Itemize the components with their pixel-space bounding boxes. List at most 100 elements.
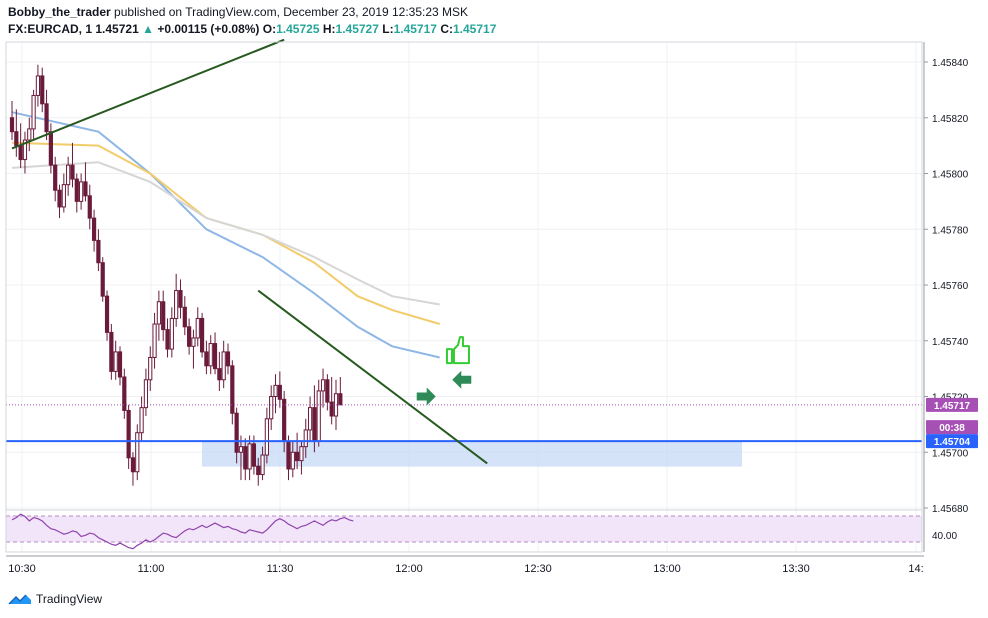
time-tick-label: 13:30: [782, 563, 810, 575]
candle-body: [161, 301, 166, 331]
candle-body: [143, 379, 149, 409]
trendline: [257, 289, 488, 465]
high-value: 1.45727: [335, 22, 379, 36]
moving-average-line: [11, 161, 440, 306]
candle-body: [165, 329, 170, 350]
chart-border: [5, 41, 923, 553]
candle-body: [130, 457, 136, 473]
candle-body: [187, 326, 192, 347]
price-label-box: [926, 397, 978, 412]
candle-body: [290, 451, 295, 470]
candle-body: [269, 396, 274, 420]
open-label: O:: [262, 22, 277, 36]
price-tick-label: 1.45760: [932, 281, 969, 292]
candle-body: [96, 239, 101, 264]
time-tick-label: 14:: [908, 563, 923, 575]
candle-body: [104, 295, 110, 333]
candle-body: [221, 351, 226, 381]
change-value: +0.00115 (+0.08%): [157, 22, 260, 36]
price-label-text: 1.45717: [934, 401, 971, 412]
candle-body: [320, 379, 326, 392]
candle-body: [53, 164, 58, 191]
author-name[interactable]: Bobby_the_trader: [8, 5, 111, 19]
support-zone: [202, 441, 742, 467]
brand-name[interactable]: TradingView: [36, 592, 103, 606]
candle-body: [217, 368, 222, 381]
candle-body: [230, 365, 235, 414]
candle-body: [126, 409, 131, 459]
candle-body: [70, 164, 75, 180]
candle-body: [91, 217, 97, 241]
candle-body: [251, 443, 257, 467]
candle-body: [109, 331, 114, 372]
price-tick-label: 1.45820: [932, 114, 969, 125]
arrow-right-icon: [416, 387, 436, 406]
candle-body: [122, 376, 127, 411]
price-tick-label: 1.45740: [932, 337, 969, 348]
candle-body: [234, 412, 239, 453]
candle-body: [57, 189, 62, 208]
rsi-level-label: 40.00: [932, 531, 957, 542]
candle-body: [264, 418, 269, 456]
moving-average-line: [11, 111, 440, 359]
candle-body: [247, 443, 252, 470]
last-price: 1.45721: [95, 22, 139, 36]
time-tick-label: 12:00: [395, 563, 423, 575]
publish-text: published on TradingView.com, December 2…: [114, 5, 469, 19]
candle-body: [225, 351, 231, 367]
price-label-text: 00:38: [939, 423, 965, 434]
candle-body: [256, 465, 261, 476]
tradingview-logo-icon: [8, 594, 31, 605]
high-label: H:: [322, 22, 336, 36]
candle-body: [178, 290, 183, 308]
price-tick-label: 1.45800: [932, 170, 969, 181]
candle-body: [117, 351, 123, 378]
chart-pane: [5, 41, 923, 511]
thumbs-up-icon: [445, 336, 470, 365]
symbol-info: FX:EURCAD, 1 1.45721 ▲ +0.00115 (+0.08%)…: [8, 22, 496, 36]
close-value: 1.45717: [452, 22, 497, 36]
candle-body: [9, 117, 15, 133]
candle-body: [204, 351, 209, 367]
candle-body: [208, 343, 213, 367]
price-tick-label: 1.45840: [932, 58, 969, 69]
candle-body: [22, 139, 28, 161]
candle-body: [260, 454, 265, 476]
time-tick-label: 12:30: [524, 563, 552, 575]
low-label: L:: [382, 22, 394, 36]
candle-body: [139, 407, 144, 434]
rsi-line: [11, 513, 354, 550]
candle-body: [156, 301, 161, 325]
open-value: 1.45725: [276, 22, 320, 36]
time-tick-label: 13:00: [653, 563, 681, 575]
change-arrow: ▲: [142, 22, 154, 36]
candle-body: [338, 393, 343, 406]
candle-body: [44, 103, 49, 133]
symbol-label: FX:EURCAD, 1: [8, 22, 93, 36]
candle-body: [312, 407, 317, 442]
candle-body: [35, 75, 41, 96]
candle-body: [169, 317, 174, 350]
candle-body: [329, 401, 334, 417]
candle-body: [243, 446, 248, 470]
low-value: 1.45717: [393, 22, 437, 36]
candle-body: [295, 451, 300, 462]
candle-body: [100, 262, 105, 297]
candle-body: [31, 94, 36, 130]
candle-body: [18, 145, 23, 161]
tradingview-footer: TradingView: [8, 592, 102, 606]
time-tick-label: 11:00: [138, 563, 165, 575]
candle-body: [316, 390, 321, 442]
candle-body: [74, 178, 79, 202]
candle-body: [152, 323, 157, 358]
price-chart[interactable]: 1.45840 1.45820 1.45800 1.45780 1.45760 1.457…: [0, 0, 988, 590]
candle-body: [238, 446, 244, 453]
candle-body: [299, 446, 304, 462]
price-label-box: [926, 434, 978, 449]
candle-body: [303, 429, 308, 448]
price-tick-label: 1.45680: [932, 504, 969, 515]
candle-body: [40, 75, 45, 105]
candle-body: [174, 290, 179, 319]
rsi-band: [6, 516, 922, 542]
candle-body: [191, 337, 196, 347]
